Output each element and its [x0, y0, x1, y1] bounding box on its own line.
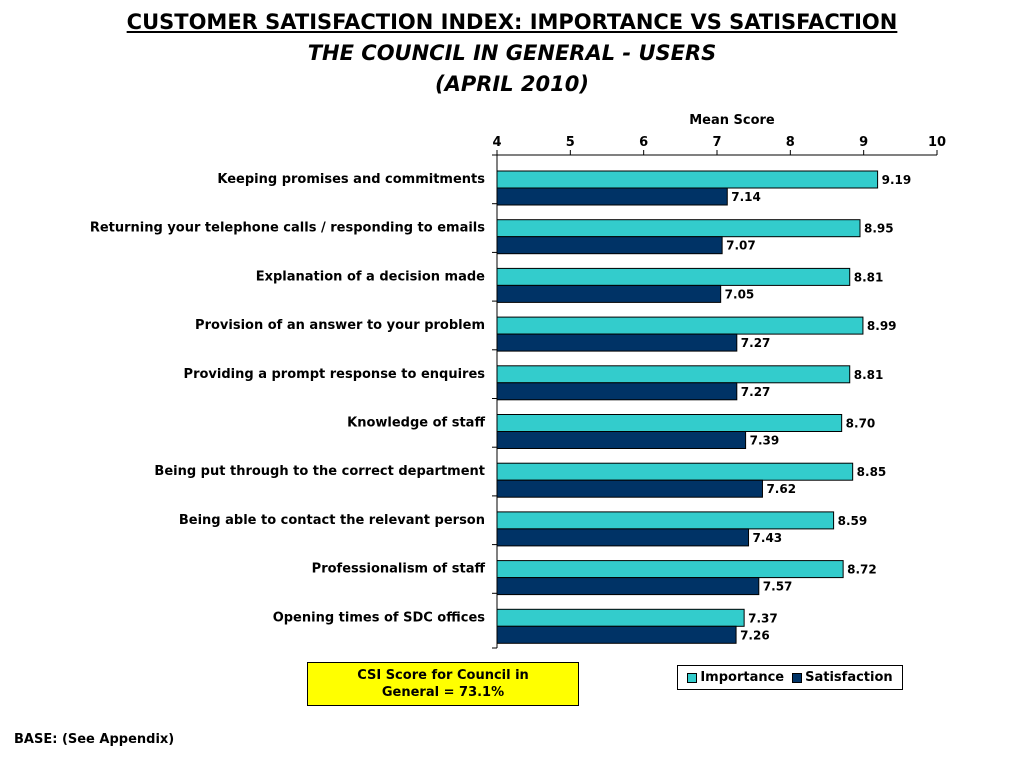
chart-date: (APRIL 2010): [435, 72, 589, 96]
bar-satisfaction: [496, 236, 723, 255]
data-label-satisfaction: 7.26: [740, 628, 770, 642]
chart-subtitle: THE COUNCIL IN GENERAL - USERS: [307, 41, 717, 65]
category-label: Keeping promises and commitments: [217, 172, 485, 187]
bar-importance: [496, 365, 851, 384]
legend-label-importance: Importance: [700, 670, 785, 685]
bar-satisfaction: [496, 528, 750, 547]
bar-importance: [496, 170, 879, 189]
bar-importance: [496, 267, 851, 286]
legend-swatch-importance: [687, 672, 698, 683]
data-label-importance: 8.81: [854, 368, 884, 382]
data-label-importance: 7.37: [748, 611, 778, 625]
data-label-importance: 8.95: [864, 222, 894, 236]
x-tick-label: 8: [786, 135, 795, 150]
csi-score-line-2: General = 73.1%: [381, 685, 505, 700]
legend-item-satisfaction: Satisfaction: [792, 670, 893, 685]
category-label: Being able to contact the relevant perso…: [179, 513, 485, 528]
x-tick-label: 9: [859, 135, 868, 150]
category-label: Knowledge of staff: [347, 416, 485, 431]
category-label: Explanation of a decision made: [256, 269, 485, 284]
x-tick-label: 4: [492, 135, 501, 150]
bar-chart: Mean Score 4 5 6 7 8 9 10 Keeping promises and c…: [90, 113, 946, 649]
data-label-satisfaction: 7.39: [750, 434, 780, 448]
bar-satisfaction: [496, 284, 722, 303]
bar-importance: [496, 560, 844, 579]
category-label: Professionalism of staff: [312, 562, 486, 577]
bar-satisfaction: [496, 333, 738, 352]
x-tick-label: 6: [639, 135, 648, 150]
data-label-satisfaction: 7.43: [753, 531, 783, 545]
data-label-satisfaction: 7.27: [741, 336, 771, 350]
x-tick-label: 10: [928, 135, 946, 150]
bar-importance: [496, 462, 854, 481]
x-axis-title: Mean Score: [689, 113, 775, 128]
data-label-importance: 8.70: [846, 417, 876, 431]
legend-item-importance: Importance: [687, 670, 784, 685]
data-label-satisfaction: 7.57: [763, 580, 793, 594]
chart-title: CUSTOMER SATISFACTION INDEX: IMPORTANCE …: [126, 10, 898, 34]
bar-satisfaction: [496, 431, 747, 449]
data-label-satisfaction: 7.27: [741, 385, 771, 399]
data-label-satisfaction: 7.07: [726, 239, 756, 253]
category-label: Provision of an answer to your problem: [195, 318, 485, 333]
bar-importance: [496, 511, 835, 530]
data-label-importance: 9.19: [882, 173, 912, 187]
bar-satisfaction: [496, 382, 738, 401]
data-label-satisfaction: 7.05: [725, 287, 755, 301]
bar-satisfaction: [496, 479, 763, 498]
category-label: Being put through to the correct departm…: [154, 464, 485, 479]
bar-importance: [496, 219, 861, 238]
x-tick-label: 5: [566, 135, 575, 150]
data-label-importance: 8.85: [857, 465, 887, 479]
data-label-importance: 8.99: [867, 319, 897, 333]
legend-swatch-satisfaction: [792, 672, 803, 683]
data-label-importance: 8.72: [847, 563, 877, 577]
base-note: BASE: (See Appendix): [14, 732, 175, 747]
bar-importance: [496, 316, 864, 335]
data-label-importance: 8.81: [854, 270, 884, 284]
category-label: Opening times of SDC offices: [273, 610, 486, 625]
bar-satisfaction: [496, 187, 728, 206]
category-label: Providing a prompt response to enquires: [184, 367, 486, 382]
bar-satisfaction: [496, 577, 760, 596]
category-label: Returning your telephone calls / respond…: [90, 221, 485, 236]
csi-score-line-1: CSI Score for Council in: [357, 668, 529, 683]
bar-satisfaction: [496, 625, 737, 644]
data-label-importance: 8.59: [838, 514, 868, 528]
csi-score-box: CSI Score for Council in General = 73.1%: [307, 662, 579, 706]
data-label-satisfaction: 7.62: [766, 482, 796, 496]
legend-label-satisfaction: Satisfaction: [805, 670, 893, 685]
bar-importance: [496, 414, 843, 432]
x-tick-label: 7: [712, 135, 721, 150]
bar-importance: [496, 608, 745, 627]
chart-legend: Importance Satisfaction: [677, 665, 903, 690]
data-label-satisfaction: 7.14: [731, 190, 761, 204]
